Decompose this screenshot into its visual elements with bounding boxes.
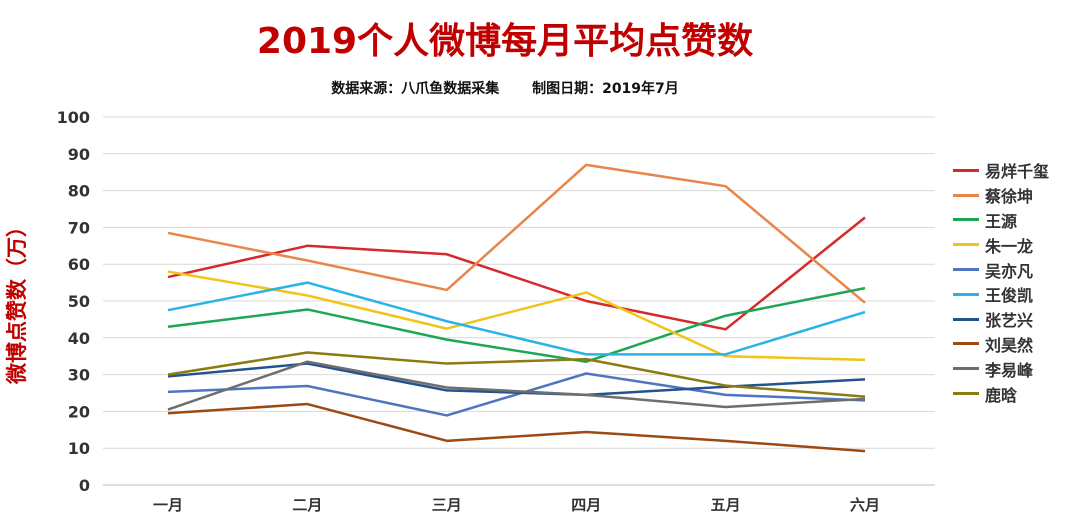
x-tick-label: 一月: [153, 496, 183, 514]
legend-item: 刘昊然: [953, 332, 1073, 357]
series-lines: [167, 163, 866, 453]
legend-swatch: [953, 168, 979, 172]
legend-label: 张艺兴: [985, 311, 1034, 331]
legend-item: 吴亦凡: [953, 257, 1073, 282]
series-line-朱一龙: [167, 270, 866, 362]
chart-title: 2019个人微博每月平均点赞数: [256, 21, 754, 62]
legend-item: 王俊凯: [953, 282, 1073, 307]
series-line-鹿晗: [167, 351, 866, 398]
legend-swatch: [953, 218, 979, 222]
chart-legend: 易烊千玺蔡徐坤王源朱一龙吴亦凡王俊凯张艺兴刘昊然李易峰鹿晗: [953, 158, 1073, 406]
legend-swatch: [953, 317, 979, 321]
series-line-王源: [167, 286, 866, 363]
legend-item: 朱一龙: [953, 232, 1073, 257]
y-tick-label: 20: [68, 402, 90, 421]
y-tick-label: 50: [68, 292, 90, 311]
legend-swatch: [953, 392, 979, 396]
series-line-蔡徐坤: [167, 163, 866, 304]
y-axis-ticks: 0 10 20 30 40 50 60 70 80 90 100: [57, 108, 90, 495]
legend-label: 鹿晗: [985, 385, 1018, 405]
legend-label: 王俊凯: [985, 286, 1034, 306]
legend-label: 王源: [985, 211, 1018, 231]
legend-swatch: [953, 342, 979, 346]
legend-label: 蔡徐坤: [985, 187, 1034, 207]
series-line-刘昊然: [167, 402, 866, 453]
legend-label: 李易峰: [985, 360, 1034, 380]
data-source-note: 数据来源：八爪鱼数据采集: [331, 81, 500, 97]
legend-item: 鹿晗: [953, 381, 1073, 406]
grid-lines: [103, 116, 935, 486]
y-tick-label: 70: [68, 218, 90, 237]
legend-item: 李易峰: [953, 356, 1073, 381]
y-tick-label: 90: [68, 145, 90, 164]
series-line-王俊凯: [167, 281, 866, 356]
legend-item: 易烊千玺: [953, 158, 1073, 183]
x-tick-label: 五月: [711, 496, 741, 514]
legend-label: 刘昊然: [985, 335, 1034, 355]
series-line-吴亦凡: [167, 372, 866, 417]
x-tick-label: 二月: [292, 496, 322, 514]
series-line-李易峰: [167, 360, 866, 411]
legend-swatch: [953, 243, 979, 247]
x-tick-label: 六月: [850, 496, 880, 514]
legend-item: 张艺兴: [953, 307, 1073, 332]
legend-label: 易烊千玺: [985, 162, 1050, 182]
legend-swatch: [953, 193, 979, 197]
legend-label: 吴亦凡: [985, 261, 1034, 281]
y-tick-label: 80: [68, 182, 90, 201]
y-tick-label: 40: [68, 329, 90, 348]
chart-subtitle: 数据来源：八爪鱼数据采集 制图日期：2019年7月: [0, 78, 1010, 98]
x-axis-ticks: 一月 二月 三月 四月 五月 六月: [153, 496, 880, 514]
legend-swatch: [953, 268, 979, 272]
legend-item: 王源: [953, 208, 1073, 233]
y-tick-label: 0: [79, 476, 90, 495]
x-tick-label: 四月: [571, 496, 601, 514]
chart-date-note: 制图日期：2019年7月: [532, 81, 679, 97]
legend-swatch: [953, 367, 979, 371]
series-line-张艺兴: [167, 362, 866, 397]
y-tick-label: 100: [57, 108, 90, 127]
x-tick-label: 三月: [432, 496, 462, 514]
y-tick-label: 30: [68, 366, 90, 385]
legend-swatch: [953, 292, 979, 296]
legend-label: 朱一龙: [985, 236, 1034, 256]
legend-item: 蔡徐坤: [953, 183, 1073, 208]
y-tick-label: 60: [68, 255, 90, 274]
y-tick-label: 10: [68, 439, 90, 458]
